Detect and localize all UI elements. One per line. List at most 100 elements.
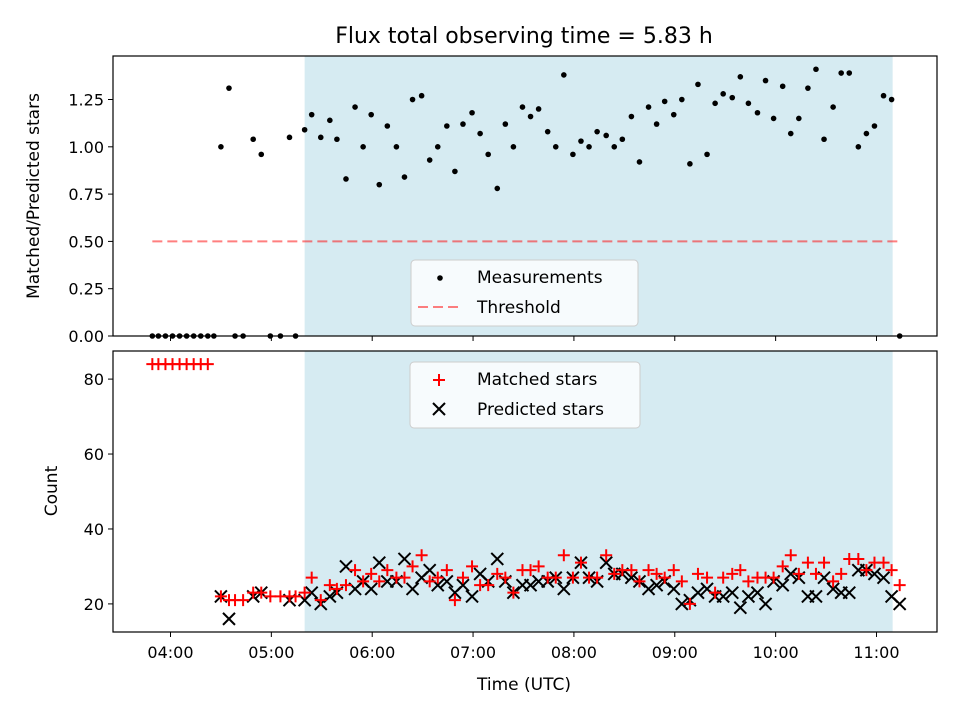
measurement-point — [661, 98, 668, 105]
matched-star-point — [717, 571, 730, 584]
matched-star-point — [835, 567, 848, 580]
bottom-ytick-label: 20 — [84, 595, 104, 614]
matched-star-point — [667, 564, 680, 577]
measurement-point — [745, 100, 752, 107]
measurement-point — [527, 113, 534, 120]
measurement-point — [796, 115, 802, 122]
matched-star-point — [767, 571, 780, 584]
top-ytick-label: 1.00 — [68, 138, 104, 157]
measurement-point — [226, 85, 232, 91]
measurement-point — [418, 92, 425, 99]
measurement-point — [687, 161, 693, 167]
matched-star-point — [314, 594, 327, 607]
measurement-point — [561, 72, 567, 78]
top-ytick-label: 1.25 — [68, 91, 104, 110]
predicted-star-point — [465, 589, 479, 604]
matched-star-point — [557, 549, 570, 562]
matched-star-point — [860, 564, 873, 577]
matched-star-point — [339, 579, 352, 592]
matched-star-point — [784, 549, 797, 562]
measurement-point — [460, 121, 466, 127]
measurement-point — [787, 130, 794, 137]
measurement-point — [770, 115, 777, 122]
matched-star-point — [323, 579, 336, 592]
matched-star-point — [734, 564, 747, 577]
matched-star-point — [330, 582, 343, 595]
legend-measurements-marker — [437, 275, 443, 281]
measurement-point — [670, 111, 677, 118]
measurement-point — [611, 144, 618, 150]
matched-star-point — [658, 571, 671, 584]
matched-star-point — [650, 567, 663, 580]
top-legend: Measurements Threshold — [410, 259, 639, 327]
matched-star-point — [456, 571, 469, 584]
measurement-point — [286, 134, 293, 141]
measurement-point — [308, 111, 315, 118]
measurement-point — [360, 144, 366, 150]
top-y-axis-label: Matched/Predicted stars — [24, 93, 44, 299]
predicted-star-point — [667, 582, 681, 596]
measurement-point — [838, 70, 844, 76]
measurement-point — [645, 104, 652, 110]
measurement-point — [393, 144, 400, 150]
measurement-point — [880, 92, 887, 99]
matched-star-point — [440, 564, 453, 577]
matched-star-point — [726, 567, 739, 580]
matched-star-point — [566, 571, 579, 584]
matched-star-point — [305, 571, 318, 584]
predicted-star-point — [892, 597, 907, 611]
predicted-star-point — [758, 597, 773, 611]
matched-star-point — [264, 590, 277, 603]
measurement-point — [570, 151, 576, 158]
measurement-point — [679, 96, 685, 103]
measurement-point — [619, 136, 626, 143]
predicted-star-point — [842, 585, 856, 600]
predicted-star-point — [750, 585, 765, 600]
matched-star-point — [237, 594, 250, 607]
measurement-point — [712, 100, 718, 107]
measurement-point — [830, 104, 836, 110]
legend-predicted-label: Predicted stars — [477, 400, 604, 420]
measurement-point — [494, 185, 501, 192]
matched-star-point — [625, 564, 638, 577]
measurement-point — [434, 144, 441, 150]
measurement-point — [552, 144, 559, 150]
matched-star-point — [365, 567, 378, 580]
top-panel: 0.00 0.25 0.50 0.75 1.00 1.25 Matched/Predict… — [24, 55, 938, 346]
matched-star-point — [255, 586, 268, 599]
xtick-label: 05:00 — [248, 643, 294, 662]
top-ytick-label: 0.75 — [68, 185, 104, 204]
top-axes-frame — [112, 55, 938, 337]
measurement-point — [401, 174, 408, 180]
predicted-star-point — [725, 585, 739, 600]
matched-star-point — [701, 571, 714, 584]
xtick-label: 08:00 — [551, 643, 597, 662]
measurement-point — [519, 104, 526, 110]
measurement-point — [871, 123, 878, 129]
matched-star-point — [608, 567, 621, 580]
predicted-star-point — [523, 578, 538, 592]
measurement-point — [729, 94, 736, 101]
predicted-star-point — [304, 585, 319, 600]
measurement-point — [846, 70, 853, 76]
measurement-point — [586, 144, 592, 150]
measurement-point — [544, 128, 551, 135]
matched-star-point — [852, 552, 865, 565]
measurement-point — [813, 66, 819, 73]
measurement-point — [258, 151, 265, 158]
matched-star-point — [683, 597, 696, 610]
predicted-star-point — [775, 578, 790, 592]
xtick-label: 07:00 — [450, 643, 496, 662]
measurement-point — [368, 111, 374, 118]
matched-star-point — [691, 567, 704, 580]
legend-measurements-label: Measurements — [477, 268, 603, 288]
matched-star-point — [415, 549, 428, 562]
bottom-legend-box — [409, 361, 641, 429]
predicted-star-point — [372, 555, 386, 570]
matched-star-point — [818, 556, 831, 569]
bottom-ytick-label: 40 — [84, 520, 104, 539]
top-ytick-label: 0.25 — [68, 280, 104, 299]
measurement-point — [855, 144, 862, 150]
measurement-point — [695, 81, 701, 88]
matched-star-point — [801, 556, 814, 569]
